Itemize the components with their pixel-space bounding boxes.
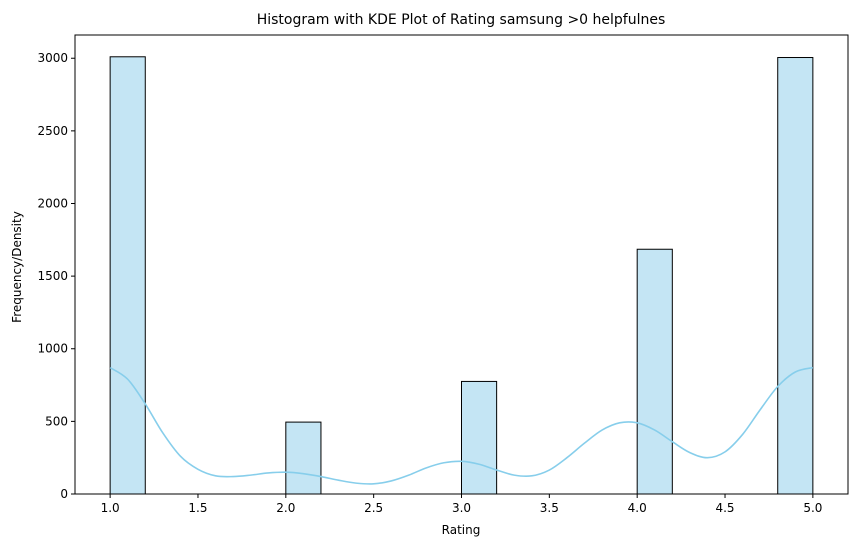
x-tick-label: 4.5 — [715, 501, 734, 515]
histogram-bar-4 — [636, 248, 673, 495]
histogram-bar-2 — [285, 421, 322, 495]
histogram-bar-3 — [461, 380, 498, 495]
x-tick-label: 5.0 — [803, 501, 822, 515]
y-tick-label: 3000 — [37, 51, 68, 65]
x-tick-label: 1.0 — [101, 501, 120, 515]
histogram-bar-5 — [777, 57, 814, 495]
y-tick-label: 500 — [45, 414, 68, 428]
x-tick-label: 3.5 — [540, 501, 559, 515]
x-tick-label: 2.5 — [364, 501, 383, 515]
y-tick-label: 0 — [60, 487, 68, 501]
y-tick-label: 1500 — [37, 269, 68, 283]
y-tick-label: 2000 — [37, 196, 68, 210]
x-tick-label: 1.5 — [188, 501, 207, 515]
histogram-bar-1 — [109, 56, 146, 495]
kde-line — [109, 366, 814, 485]
y-axis-label: Frequency/Density — [10, 211, 24, 323]
y-tick-label: 2500 — [37, 124, 68, 138]
x-tick-label: 4.0 — [628, 501, 647, 515]
x-axis-label: Rating — [442, 523, 481, 537]
x-tick-label: 2.0 — [276, 501, 295, 515]
chart-title: Histogram with KDE Plot of Rating samsun… — [257, 12, 666, 28]
x-tick-label: 3.0 — [452, 501, 471, 515]
y-tick-label: 1000 — [37, 342, 68, 356]
plot-area: 1.0 1.5 2.0 2.5 3.0 3.5 4.0 4.5 5.0 0 500 1000 1500 2… — [37, 34, 849, 515]
